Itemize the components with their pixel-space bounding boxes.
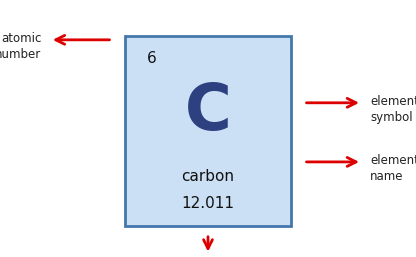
Text: atomic
number: atomic number — [0, 32, 42, 61]
Text: element
symbol: element symbol — [370, 95, 416, 124]
Text: 12.011: 12.011 — [181, 196, 235, 211]
FancyBboxPatch shape — [125, 36, 291, 226]
Text: 6: 6 — [146, 51, 156, 66]
Text: C: C — [185, 81, 231, 143]
Text: carbon: carbon — [181, 169, 235, 184]
Text: element
name: element name — [370, 154, 416, 183]
